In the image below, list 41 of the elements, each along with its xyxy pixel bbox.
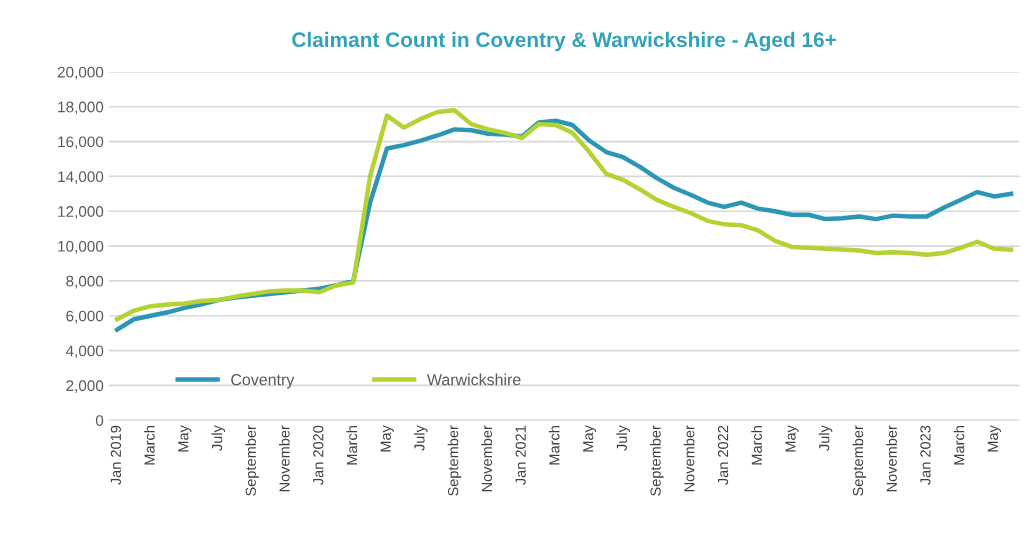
x-tick-label: July: [616, 425, 630, 451]
x-tick-label: May: [380, 425, 394, 452]
x-tick-label: Jan 2023: [920, 425, 931, 485]
x-tick-label: July: [818, 425, 833, 451]
y-tick-label: 20,000: [57, 66, 104, 80]
x-tick-label: March: [346, 426, 358, 465]
y-tick-label: 4,000: [65, 345, 104, 359]
y-tick-label: 8,000: [66, 275, 104, 289]
x-tick-label: September: [447, 425, 462, 496]
x-tick-label: May: [785, 425, 799, 452]
x-tick-label: Jan 2019: [110, 425, 122, 485]
x-tick-label: November: [683, 425, 695, 492]
y-tick-label: 0: [95, 415, 104, 426]
x-tick-label: May: [987, 425, 1001, 452]
y-tick-label: 12,000: [58, 206, 104, 219]
x-tick-label: September: [852, 425, 867, 496]
x-tick-label: Jan 2020: [313, 425, 324, 485]
legend-label: Coventry: [231, 374, 295, 389]
x-tick-label: November: [278, 425, 290, 492]
x-tick-label: March: [751, 426, 762, 465]
chart-title: Claimant Count in Coventry & Warwickshire - Aged 16+: [292, 31, 836, 52]
y-tick-label: 16,000: [58, 136, 104, 150]
x-tick-label: July: [413, 425, 428, 451]
x-tick-label: March: [548, 426, 560, 465]
y-tick-label: 2,000: [66, 380, 104, 393]
legend-label: Warwickshire: [426, 373, 521, 386]
x-tick-label: July: [211, 425, 226, 451]
y-tick-label: 18,000: [58, 101, 104, 115]
x-tick-label: March: [953, 426, 965, 465]
x-tick-label: November: [481, 425, 493, 492]
x-tick-label: September: [650, 425, 664, 496]
y-tick-label: 14,000: [58, 171, 104, 184]
x-tick-label: September: [245, 425, 259, 496]
x-tick-label: May: [583, 425, 597, 452]
x-tick-label: November: [886, 425, 897, 492]
x-tick-label: Jan 2022: [717, 425, 729, 485]
x-tick-label: Jan 2021: [515, 425, 526, 485]
x-tick-label: March: [144, 426, 155, 465]
y-tick-label: 6,000: [66, 310, 104, 324]
y-tick-label: 10,000: [58, 240, 104, 254]
x-tick-label: May: [178, 425, 192, 452]
